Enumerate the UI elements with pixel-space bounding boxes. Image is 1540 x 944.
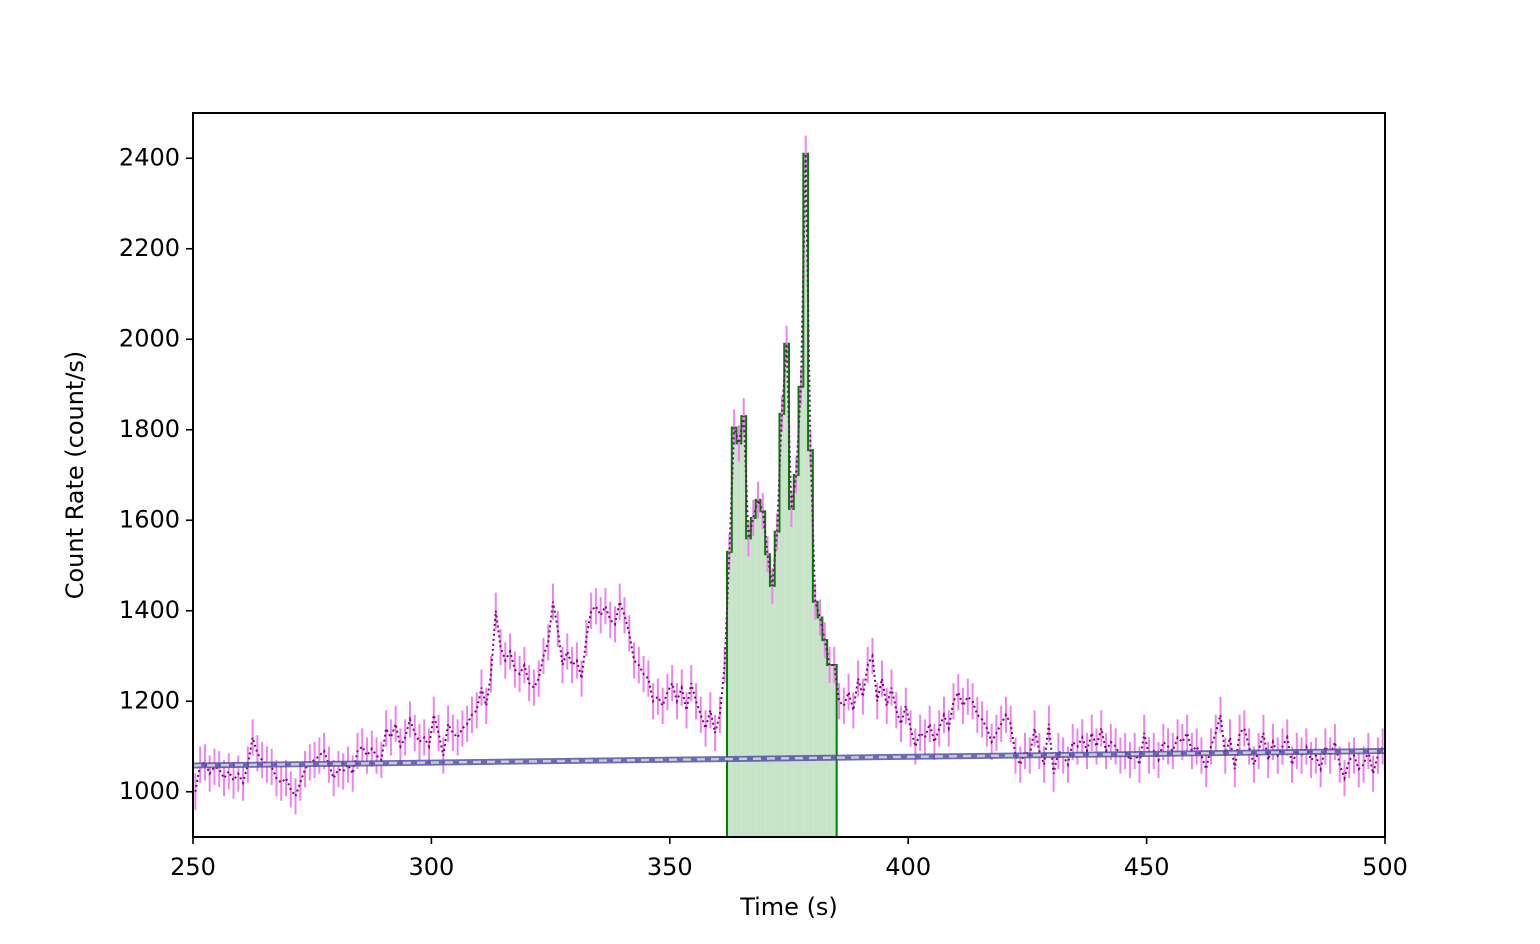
source-bin: [765, 554, 770, 837]
y-tick-label: 2200: [119, 234, 180, 262]
source-bin: [727, 551, 732, 837]
x-tick-label: 500: [1362, 853, 1408, 881]
source-bin: [827, 665, 832, 837]
source-bin: [774, 531, 780, 837]
source-bin: [817, 617, 823, 837]
source-bin: [808, 450, 813, 837]
x-tick-label: 300: [408, 853, 454, 881]
x-tick-label: 450: [1124, 853, 1170, 881]
source-bin: [793, 475, 799, 837]
y-tick-label: 2400: [119, 143, 180, 171]
source-bin: [750, 517, 756, 837]
source-bin: [731, 427, 737, 837]
x-tick-label: 250: [170, 853, 216, 881]
source-bin: [822, 640, 828, 837]
y-tick-label: 1000: [119, 777, 180, 805]
source-bin: [755, 499, 761, 837]
y-tick-label: 1800: [119, 415, 180, 443]
y-tick-label: 2000: [119, 324, 180, 352]
source-bin: [746, 538, 751, 837]
light-curve: [194, 153, 1384, 799]
x-tick-label: 350: [647, 853, 693, 881]
source-bin: [769, 585, 775, 837]
source-bin: [760, 511, 766, 837]
y-tick-label: 1400: [119, 596, 180, 624]
x-axis-label: Time (s): [739, 893, 838, 921]
y-axis-label: Count Rate (count/s): [61, 351, 89, 600]
source-bin: [779, 413, 785, 837]
source-bin: [831, 665, 837, 837]
background-fit-dash: [192, 749, 1386, 767]
x-tick-label: 400: [885, 853, 931, 881]
source-bin: [798, 386, 804, 837]
source-bin: [803, 153, 809, 838]
plot-frame: [192, 112, 1386, 838]
source-bin: [812, 601, 818, 837]
source-bin: [736, 443, 742, 837]
source-bin: [741, 416, 747, 837]
source-bin: [784, 343, 789, 837]
y-tick-label: 1200: [119, 686, 180, 714]
y-tick-label: 1600: [119, 505, 180, 533]
source-bin: [789, 508, 794, 837]
